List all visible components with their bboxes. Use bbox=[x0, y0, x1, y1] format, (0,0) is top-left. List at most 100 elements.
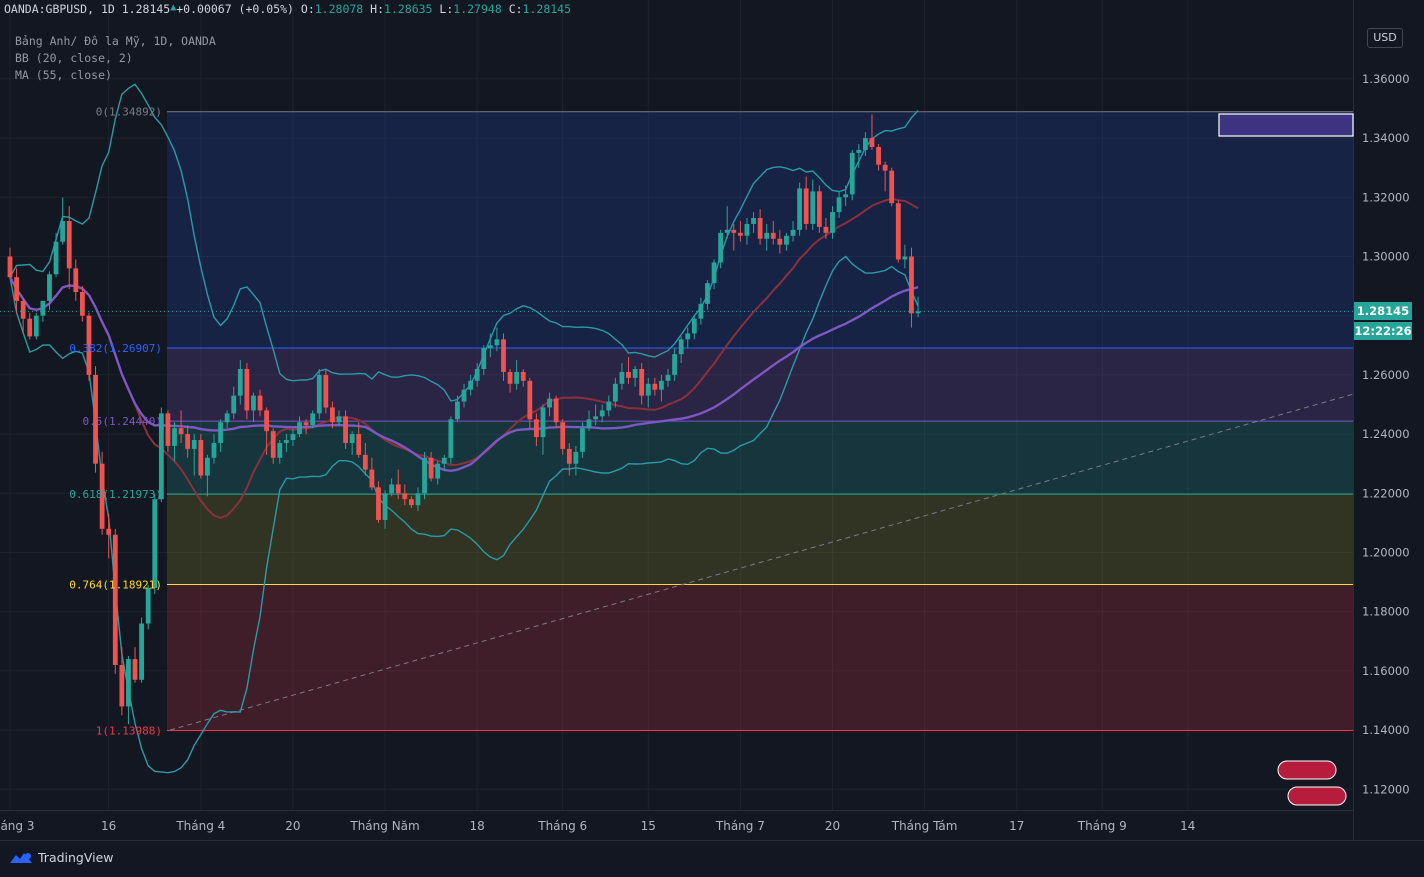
candle-body bbox=[40, 300, 46, 316]
candle-body bbox=[224, 413, 230, 423]
candle-body bbox=[218, 422, 223, 443]
candle-body bbox=[843, 194, 849, 198]
fib-level-label: 0.382(1.26907) bbox=[69, 342, 162, 355]
candle-body bbox=[283, 440, 289, 443]
candle-body bbox=[106, 528, 112, 535]
candle-body bbox=[606, 401, 612, 411]
trend-line[interactable] bbox=[169, 393, 1354, 731]
candle-body bbox=[494, 339, 500, 346]
price-tick-label: 1.30000 bbox=[1362, 250, 1410, 264]
candle-body bbox=[389, 484, 395, 494]
candle-body bbox=[99, 463, 105, 529]
fib-zone bbox=[167, 584, 1353, 731]
candle-body bbox=[14, 277, 19, 301]
candle-body bbox=[790, 229, 796, 236]
price-tick-label: 1.32000 bbox=[1362, 190, 1410, 204]
candle-body bbox=[376, 487, 381, 520]
price-tick-label: 1.36000 bbox=[1362, 72, 1410, 86]
currency-button[interactable]: USD bbox=[1367, 28, 1403, 48]
up-arrow-icon: ▲ bbox=[170, 2, 177, 13]
candle-body bbox=[428, 457, 434, 479]
price-tick-label: 1.14000 bbox=[1362, 723, 1410, 737]
candle-body bbox=[909, 256, 914, 314]
candle-body bbox=[691, 318, 697, 334]
fibonacci-retracement[interactable] bbox=[167, 111, 1353, 731]
candle-body bbox=[244, 368, 250, 411]
open-label: O: bbox=[300, 2, 315, 16]
candle-body bbox=[119, 664, 125, 707]
interval-label[interactable]: 1D bbox=[100, 2, 115, 16]
indicator-legend: Bảng Anh/ Đô la Mỹ, 1D, OANDA BB (20, cl… bbox=[15, 33, 216, 84]
time-tick-label: Tháng Tám bbox=[891, 819, 958, 833]
candle-body bbox=[264, 410, 270, 432]
time-tick-label: Tháng 9 bbox=[1077, 819, 1127, 833]
candle-body bbox=[803, 188, 809, 224]
candle-body bbox=[869, 138, 875, 147]
candle-body bbox=[586, 419, 592, 429]
candle-body bbox=[737, 232, 743, 236]
low-value: 1.27948 bbox=[453, 2, 502, 16]
event-flag-icon bbox=[1287, 786, 1347, 806]
candle-body bbox=[455, 401, 460, 420]
legend-bollinger[interactable]: BB (20, close, 2) bbox=[15, 51, 133, 65]
bollinger-lower-band bbox=[9, 255, 919, 774]
candle-body bbox=[277, 442, 283, 458]
candle-body bbox=[849, 152, 855, 195]
candle-body bbox=[882, 164, 888, 171]
candle-body bbox=[270, 431, 276, 458]
legend-moving-average[interactable]: MA (55, close) bbox=[15, 68, 112, 82]
time-tick-label: Tháng 3 bbox=[0, 819, 34, 833]
event-flag-icon bbox=[1277, 760, 1337, 780]
candle-body bbox=[751, 218, 756, 224]
candle-body bbox=[303, 422, 309, 426]
economic-event-icons[interactable] bbox=[1277, 760, 1347, 806]
price-axis[interactable]: 1.12000 1.14000 1.16000 1.18000 1.20000 1.220… bbox=[1353, 0, 1410, 840]
time-axis[interactable]: Tháng 3 16 Tháng 4 20 Tháng Năm 18 Tháng 6 15 Th… bbox=[0, 810, 1353, 834]
candle-body bbox=[599, 410, 605, 417]
candle-body bbox=[158, 413, 164, 500]
fibonacci-labels: 0(1.34892) 0.382(1.26907) 0.5(1.24440) 0.61… bbox=[69, 106, 162, 738]
candle-body bbox=[632, 368, 638, 378]
candle-body bbox=[836, 197, 842, 213]
trend-line-path bbox=[169, 393, 1354, 731]
tradingview-logo[interactable]: TradingView bbox=[8, 849, 114, 865]
candle-body bbox=[659, 380, 664, 390]
candle-body bbox=[323, 374, 329, 408]
candle-body bbox=[73, 268, 79, 293]
open-value: 1.28078 bbox=[314, 2, 364, 16]
candle-body bbox=[402, 493, 408, 500]
candle-body bbox=[362, 454, 368, 470]
candle-body bbox=[441, 457, 447, 464]
current-price-badge: 1.28145 bbox=[1354, 302, 1412, 320]
candle-body bbox=[764, 232, 770, 239]
candle-body bbox=[744, 223, 750, 236]
candle-body bbox=[889, 170, 895, 204]
candle-body bbox=[139, 623, 144, 680]
price-tick-label: 1.16000 bbox=[1362, 664, 1410, 678]
candle-body bbox=[7, 256, 13, 278]
candle-body bbox=[507, 371, 513, 384]
candle-body bbox=[257, 395, 263, 411]
legend-symbol-description[interactable]: Bảng Anh/ Đô la Mỹ, 1D, OANDA bbox=[15, 34, 216, 48]
candle-body bbox=[93, 374, 98, 464]
fib-zone bbox=[167, 494, 1353, 585]
highlight-rectangle[interactable] bbox=[1218, 113, 1354, 137]
candle-body bbox=[336, 416, 342, 423]
candle-body bbox=[665, 374, 671, 381]
candle-body bbox=[816, 191, 822, 227]
candle-body bbox=[547, 398, 552, 408]
fib-level-label: 1(1.13988) bbox=[96, 724, 162, 737]
candle-body bbox=[20, 300, 26, 319]
candle-body bbox=[27, 318, 33, 337]
candle-body bbox=[461, 389, 467, 402]
candle-body bbox=[501, 339, 506, 372]
fib-level-label: 0(1.34892) bbox=[96, 106, 162, 119]
candle-body bbox=[830, 212, 835, 233]
symbol-name[interactable]: OANDA:GBPUSD, bbox=[4, 2, 95, 16]
candle-body bbox=[297, 422, 302, 435]
candle-body bbox=[770, 232, 776, 239]
price-tick-label: 1.20000 bbox=[1362, 546, 1410, 560]
price-tick-label: 1.34000 bbox=[1362, 131, 1410, 145]
high-value: 1.28635 bbox=[384, 2, 433, 16]
